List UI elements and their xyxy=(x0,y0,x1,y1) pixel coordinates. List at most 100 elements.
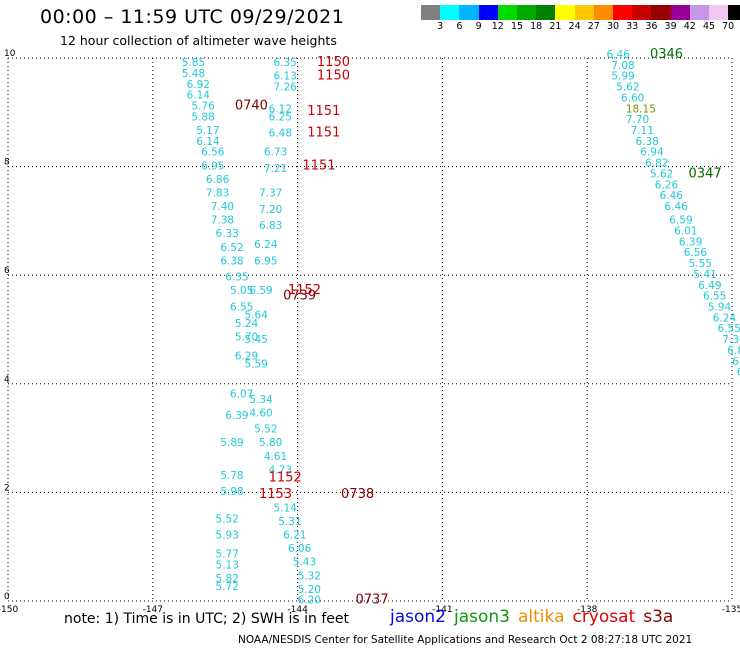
y-tick-label: 0 xyxy=(4,592,10,602)
data-point-label: 5.48 xyxy=(182,68,205,80)
data-point-label: 18.15 xyxy=(626,103,656,115)
data-point-label: 6.12 xyxy=(269,103,292,115)
data-point-label: 6.35 xyxy=(273,57,296,69)
data-point-label: 5.41 xyxy=(693,269,716,281)
data-point-label: 6.39 xyxy=(225,410,248,422)
data-point-label: 6.14 xyxy=(196,136,220,148)
data-point-label: 7.70 xyxy=(626,114,649,126)
data-point-label: 4.61 xyxy=(264,451,287,463)
data-point-label: 6.55 xyxy=(703,291,726,303)
satellite-label: jason2 xyxy=(390,607,446,627)
x-tick-label: -147 xyxy=(143,605,163,615)
data-point-label: 6.01 xyxy=(674,225,697,237)
data-point-label: 6.23 xyxy=(732,356,740,368)
data-point-label: 7.08 xyxy=(611,60,634,72)
data-point-label: 6.24 xyxy=(254,239,278,251)
colorbar-swatch xyxy=(536,5,556,20)
data-point-label: 5.52 xyxy=(216,513,239,525)
data-point-label: 7.26 xyxy=(273,82,297,94)
data-point-label: 5.77 xyxy=(216,549,239,561)
colorbar-swatch xyxy=(459,5,479,20)
colorbar-label: 24 xyxy=(568,21,581,32)
data-point-label: 1151 xyxy=(307,126,340,141)
data-point-label: 5.20 xyxy=(298,584,321,596)
colorbar-swatch xyxy=(709,5,729,20)
data-point-label: 5.89 xyxy=(220,437,243,449)
data-point-label: 4.73 xyxy=(269,464,292,476)
data-point-label: 5.98 xyxy=(220,486,243,498)
colorbar-label: 30 xyxy=(606,21,620,32)
data-point-label: 6.56 xyxy=(201,147,225,159)
data-point-label: 5.78 xyxy=(220,470,243,482)
colorbar-swatch xyxy=(670,5,690,20)
data-point-label: 5.82 xyxy=(216,573,239,585)
data-point-label: 0739 xyxy=(283,289,316,304)
data-point-label: 6.56 xyxy=(684,247,708,259)
data-point-label: 7.11 xyxy=(631,125,654,137)
data-point-label: 6.73 xyxy=(264,147,287,159)
data-point-label: 6.25 xyxy=(269,111,292,123)
data-point-label: 1150 xyxy=(317,55,350,70)
footnote: note: 1) Time is in UTC; 2) SWH is in fe… xyxy=(64,611,350,627)
data-point-label: 6.07 xyxy=(230,388,253,400)
data-point-label: 7.40 xyxy=(211,201,234,213)
data-point-label: 1153 xyxy=(259,487,292,502)
x-tick-label: -144 xyxy=(287,605,308,615)
colorbar-swatch xyxy=(632,5,652,20)
data-point-label: 6.26 xyxy=(655,179,679,191)
colorbar-label: 39 xyxy=(664,21,677,32)
data-point-label: 6.38 xyxy=(220,255,243,267)
data-point-label: 5.55 xyxy=(689,258,712,270)
data-point-label: 6.86 xyxy=(206,174,230,186)
data-point-label: 6.06 xyxy=(288,543,312,555)
colorbar-label: 12 xyxy=(491,21,504,32)
colorbar-swatch xyxy=(613,5,633,20)
data-point-label: 1150 xyxy=(317,69,350,84)
data-point-label: 7.20 xyxy=(259,204,282,216)
satellite-label: altika xyxy=(518,607,565,627)
data-point-label: 5.14 xyxy=(273,502,297,514)
data-point-label: 5.05 xyxy=(230,285,253,297)
data-point-label: 6.24 xyxy=(713,312,737,324)
data-point-label: 7.83 xyxy=(206,187,229,199)
data-point-label: 6.49 xyxy=(698,280,721,292)
data-point-label: 5.93 xyxy=(216,530,239,542)
colorbar-label: 70 xyxy=(722,21,735,32)
data-point-label: 6.48 xyxy=(269,128,292,140)
data-point-label: 0346 xyxy=(650,47,683,62)
data-point-label: 6.46 xyxy=(664,201,688,213)
data-point-label: 0347 xyxy=(689,166,722,181)
data-point-label: 0738 xyxy=(341,487,374,502)
colorbar-swatch xyxy=(574,5,594,20)
data-point-label: 0740 xyxy=(235,99,268,114)
data-point-label: 6.55 xyxy=(718,323,740,335)
data-point-label: 6.20 xyxy=(298,595,321,607)
data-point-label: 7.38 xyxy=(211,215,234,227)
colorbar-swatch xyxy=(728,5,740,20)
colorbar-label: 27 xyxy=(587,21,600,32)
data-point-label: 6.52 xyxy=(220,242,243,254)
colorbar-swatch xyxy=(421,5,441,20)
chart-title: 00:00 – 11:59 UTC 09/29/2021 xyxy=(40,6,345,28)
colorbar-label: 9 xyxy=(475,21,482,32)
data-point-label: 7.21 xyxy=(264,163,287,175)
data-point-label: 1152 xyxy=(269,471,302,486)
data-point-label: 5.59 xyxy=(245,359,268,371)
colorbar-label: 42 xyxy=(683,21,696,32)
satellite-legend: jason2 jason3 altika cryosat s3a xyxy=(390,607,681,627)
data-point-label: 6.14 xyxy=(187,90,211,102)
data-point-label: 6.82 xyxy=(645,158,668,170)
data-point-label: 6.46 xyxy=(660,190,684,202)
data-point-label: 6.89 xyxy=(737,367,740,379)
data-point-label: 5.32 xyxy=(298,570,321,582)
data-point-label: 6.95 xyxy=(254,255,277,267)
data-point-label: 5.99 xyxy=(611,71,634,83)
data-point-label: 1151 xyxy=(302,158,335,173)
colorbar-swatch xyxy=(555,5,575,20)
colorbar-label: (ft) xyxy=(735,21,740,32)
satellite-label: s3a xyxy=(643,607,674,627)
x-tick-label: -141 xyxy=(432,605,452,615)
credit-line: NOAA/NESDIS Center for Satellite Applica… xyxy=(238,634,693,646)
colorbar-swatch xyxy=(440,5,460,20)
